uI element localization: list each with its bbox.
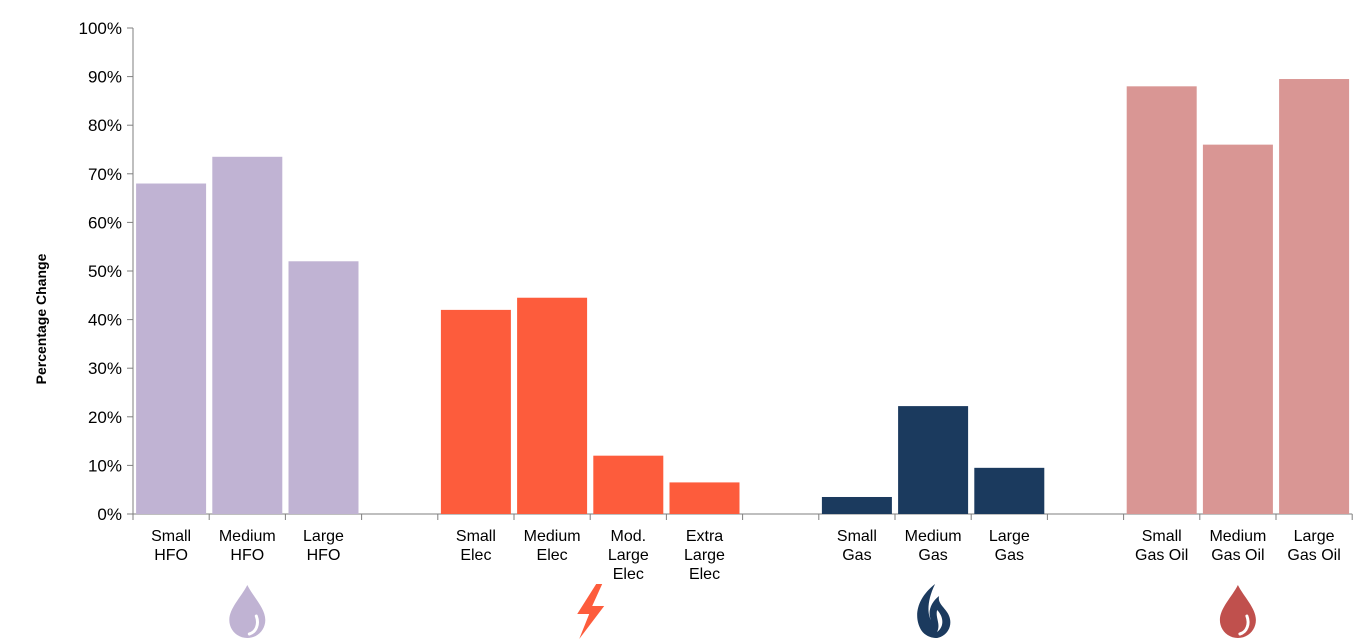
x-tick-label: Small Gas [837, 528, 877, 564]
bar [212, 156, 283, 515]
bar [1279, 79, 1350, 514]
bar [821, 496, 892, 514]
y-tick-label: 90% [88, 68, 122, 87]
y-tick-label: 80% [88, 116, 122, 135]
bars [136, 79, 1350, 515]
x-tick-label: Extra Large Elec [684, 528, 725, 583]
x-tick-label: Medium Elec [524, 528, 581, 564]
y-tick-label: 100% [79, 19, 122, 38]
y-tick-label: 30% [88, 359, 122, 378]
bar [898, 406, 969, 514]
y-tick-label: 20% [88, 408, 122, 427]
bar [136, 183, 207, 514]
x-tick-label: Medium Gas [905, 528, 962, 564]
y-axis: 0% 10% 20% 30% 40% 50% 60% 70% 80% 90% 100% [79, 19, 134, 524]
bar [517, 297, 588, 514]
y-tick-label: 70% [88, 165, 122, 184]
bar [593, 455, 664, 514]
x-tick-label: Large HFO [303, 528, 344, 564]
category-labels: Small HFO Medium HFO Large HFO Small Elec Medium… [151, 528, 1341, 583]
y-axis-label: Percentage Change [33, 253, 49, 384]
y-tick-label: 40% [88, 311, 122, 330]
x-tick-label: Small Elec [456, 528, 496, 564]
x-tick-label: Medium Gas Oil [1209, 528, 1266, 564]
x-tick-label: Large Gas Oil [1287, 528, 1340, 564]
bar [974, 467, 1045, 514]
bar [669, 482, 740, 514]
flame-icon [917, 584, 951, 638]
y-tick-label: 0% [97, 505, 122, 524]
group-icons [229, 584, 1256, 639]
x-tick-label: Medium HFO [219, 528, 276, 564]
bar [1202, 144, 1273, 514]
x-axis [132, 513, 1353, 520]
y-tick-label: 50% [88, 262, 122, 281]
bar [288, 261, 359, 514]
lightning-icon [577, 584, 605, 639]
x-tick-label: Mod. Large Elec [608, 528, 649, 583]
x-tick-label: Small Gas Oil [1135, 528, 1188, 564]
x-tick-label: Large Gas [989, 528, 1030, 564]
bar [440, 309, 511, 514]
y-tick-label: 60% [88, 213, 122, 232]
droplet-icon [229, 585, 266, 638]
oil-drop-icon [1219, 585, 1256, 638]
x-tick-label: Small HFO [151, 528, 191, 564]
bar [1126, 86, 1197, 514]
y-tick-label: 10% [88, 456, 122, 475]
